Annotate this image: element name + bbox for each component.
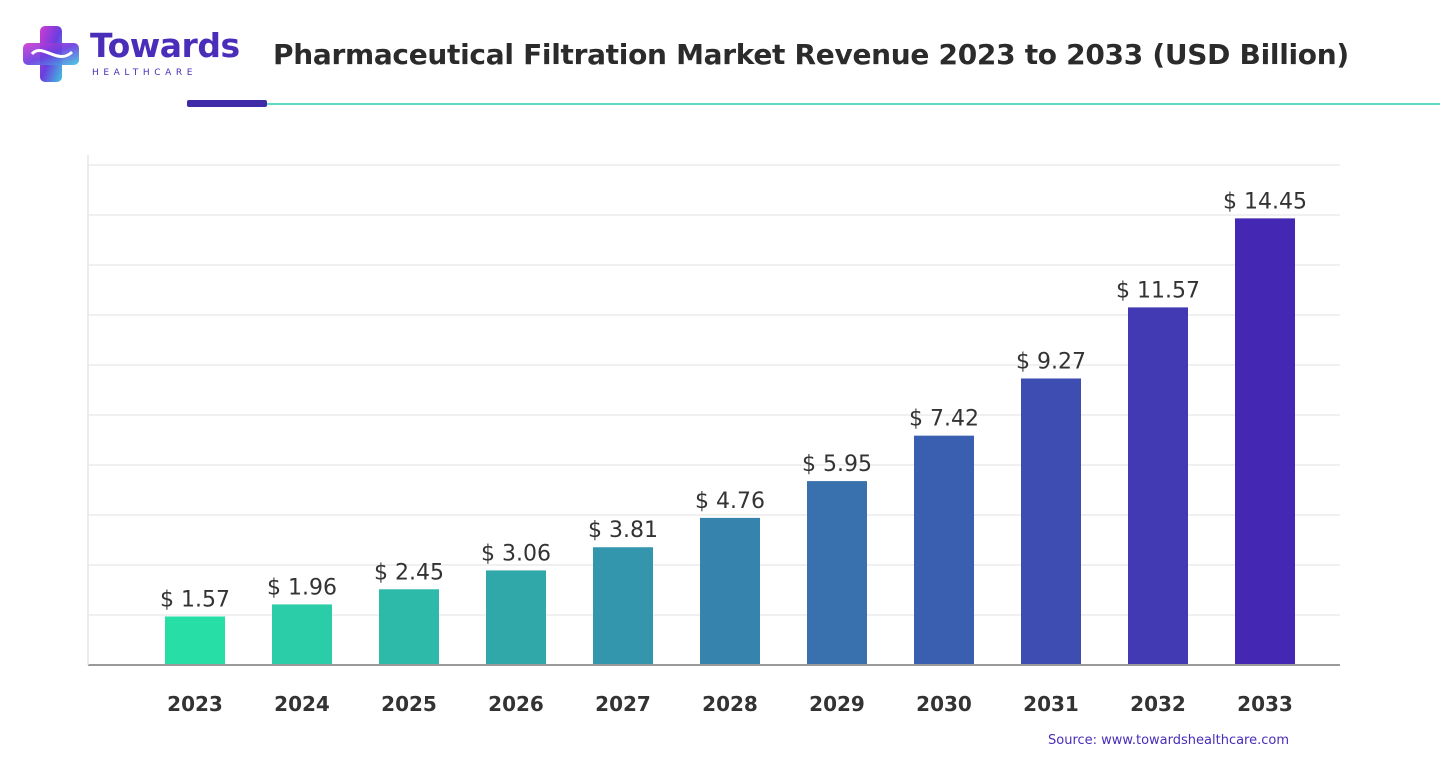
x-tick-label-2028: 2028	[702, 692, 758, 716]
value-label-2029: $ 5.95	[802, 452, 872, 477]
bar-2023	[165, 616, 225, 665]
value-label-2027: $ 3.81	[588, 518, 658, 543]
value-label-2030: $ 7.42	[909, 407, 979, 432]
bar-2027	[593, 547, 653, 665]
x-tick-label-2026: 2026	[488, 692, 544, 716]
x-tick-label-2031: 2031	[1023, 692, 1079, 716]
x-tick-label-2033: 2033	[1237, 692, 1293, 716]
x-tick-label-2032: 2032	[1130, 692, 1186, 716]
value-label-2024: $ 1.96	[267, 575, 337, 600]
bar-2032	[1128, 307, 1188, 665]
value-label-2026: $ 3.06	[481, 541, 551, 566]
bar-2033	[1235, 218, 1295, 665]
logo: Towards HEALTHCARE	[20, 24, 240, 84]
x-tick-label-2029: 2029	[809, 692, 865, 716]
value-labels: $ 1.57 $ 1.96 $ 2.45 $ 3.06 $ 3.81 $ 4.76 $ 5.…	[160, 189, 1307, 612]
bar-2030	[914, 435, 974, 665]
value-label-2025: $ 2.45	[374, 560, 444, 585]
bar-2025	[379, 589, 439, 665]
value-label-2032: $ 11.57	[1116, 278, 1200, 303]
x-axis-tick-labels: 2023 2024 2025 2026 2027 2028 2029 2030 2031 2032…	[167, 692, 1293, 716]
bar-chart: $ 1.57 $ 1.96 $ 2.45 $ 3.06 $ 3.81 $ 4.76 $ 5.…	[87, 155, 1340, 716]
bar-2029	[807, 481, 867, 665]
x-tick-label-2023: 2023	[167, 692, 223, 716]
header: Towards HEALTHCARE Pharmaceutical Filtra…	[0, 0, 1440, 120]
bars	[165, 218, 1295, 665]
title-underline	[267, 103, 1440, 105]
source-note: Source: www.towardshealthcare.com	[1048, 733, 1290, 748]
bar-2026	[486, 570, 546, 665]
x-tick-label-2027: 2027	[595, 692, 651, 716]
x-tick-label-2030: 2030	[916, 692, 972, 716]
bar-2028	[700, 517, 760, 665]
bar-2031	[1021, 378, 1081, 665]
value-label-2023: $ 1.57	[160, 587, 230, 612]
logo-subtitle: HEALTHCARE	[92, 68, 198, 78]
logo-wordmark: Towards	[90, 26, 240, 65]
x-tick-label-2025: 2025	[381, 692, 437, 716]
title-underline-accent	[187, 100, 267, 107]
medical-cross-icon	[23, 26, 79, 82]
bar-2024	[272, 604, 332, 665]
x-tick-label-2024: 2024	[274, 692, 330, 716]
value-label-2033: $ 14.45	[1223, 189, 1307, 214]
value-label-2028: $ 4.76	[695, 489, 765, 514]
value-label-2031: $ 9.27	[1016, 349, 1086, 374]
chart-title: Pharmaceutical Filtration Market Revenue…	[273, 38, 1349, 71]
